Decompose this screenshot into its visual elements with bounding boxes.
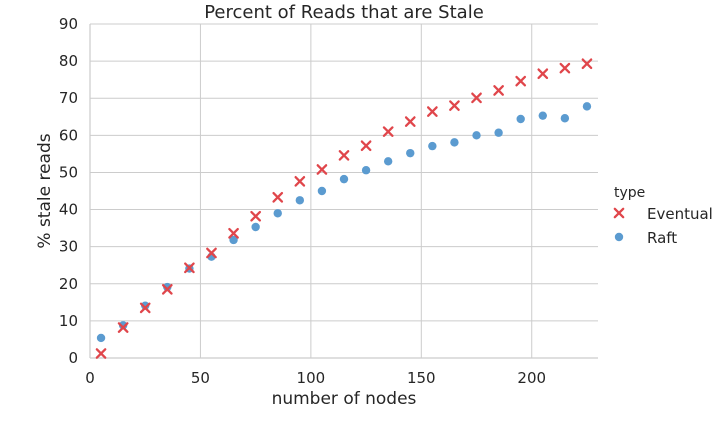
y-tick-label: 20: [59, 275, 78, 293]
data-point-eventual: [95, 348, 107, 359]
data-point-eventual: [404, 116, 416, 127]
data-point-eventual: [139, 302, 151, 314]
legend-label: Raft: [647, 229, 677, 247]
y-tick-label: 90: [59, 15, 78, 33]
data-point-raft: [361, 166, 371, 175]
data-point-raft: [229, 235, 238, 245]
data-point-raft: [472, 131, 481, 140]
data-point-raft: [141, 301, 150, 310]
y-tick-label: 40: [59, 201, 78, 219]
legend-item-eventual: Eventual: [613, 205, 713, 223]
y-tick-label: 70: [59, 89, 78, 107]
legend: type Eventual Raft: [613, 185, 713, 247]
data-point-eventual: [272, 191, 284, 203]
x-tick-label: 50: [191, 369, 210, 387]
data-point-raft: [406, 148, 415, 158]
y-tick-label: 80: [59, 52, 78, 70]
data-point-eventual: [426, 106, 438, 117]
x-gridlines: [89, 24, 533, 358]
chart-title: Percent of Reads that are Stale: [204, 2, 484, 23]
x-tick-label: 0: [85, 369, 95, 387]
data-point-raft: [560, 114, 570, 123]
series-eventual: [95, 58, 593, 359]
legend-marker-eventual: [613, 207, 625, 219]
y-axis-label: % stale reads: [35, 133, 55, 248]
data-point-eventual: [471, 92, 482, 104]
data-point-raft: [273, 209, 282, 218]
data-point-raft: [295, 196, 305, 205]
x-axis-label: number of nodes: [272, 389, 417, 409]
data-point-raft: [450, 138, 459, 147]
x-tick-label: 150: [407, 369, 436, 387]
legend-item-raft: Raft: [614, 229, 677, 247]
y-tick-label: 60: [59, 126, 78, 144]
y-tick-label: 10: [59, 312, 78, 330]
data-point-eventual: [161, 283, 173, 295]
y-tick-label: 50: [59, 163, 78, 181]
data-point-eventual: [294, 176, 306, 187]
data-point-raft: [163, 282, 172, 292]
x-tick-label: 200: [517, 369, 546, 387]
data-point-eventual: [117, 322, 129, 333]
x-tick-labels: 0 50 100 150 200: [85, 369, 546, 387]
data-point-eventual: [316, 164, 328, 175]
data-point-eventual: [360, 140, 372, 152]
x-tick-label: 100: [297, 369, 326, 387]
data-point-eventual: [206, 247, 217, 259]
data-point-eventual: [250, 210, 262, 222]
data-point-eventual: [382, 126, 394, 137]
data-point-raft: [317, 186, 327, 196]
data-points: [95, 58, 593, 359]
data-point-raft: [383, 157, 393, 166]
legend-title: type: [614, 185, 645, 201]
data-point-raft: [339, 174, 349, 184]
data-point-eventual: [184, 262, 195, 274]
data-point-raft: [251, 222, 260, 232]
data-point-raft: [538, 111, 547, 120]
data-point-eventual: [228, 227, 239, 239]
y-tick-label: 30: [59, 238, 78, 256]
data-point-eventual: [581, 58, 593, 70]
y-gridlines: [90, 23, 598, 359]
data-point-eventual: [537, 68, 549, 80]
data-point-eventual: [493, 85, 504, 96]
data-point-raft: [118, 321, 128, 330]
y-tick-label: 0: [68, 349, 78, 367]
data-point-raft: [582, 102, 592, 111]
data-point-raft: [96, 333, 106, 343]
data-point-raft: [516, 114, 525, 124]
data-point-raft: [494, 128, 503, 137]
legend-marker-raft: [614, 232, 624, 242]
data-point-eventual: [338, 150, 350, 161]
series-raft: [96, 102, 592, 343]
data-point-raft: [428, 141, 437, 151]
data-point-eventual: [559, 62, 571, 74]
data-point-eventual: [449, 100, 460, 111]
legend-label: Eventual: [647, 205, 713, 223]
data-point-eventual: [515, 75, 527, 87]
y-tick-labels: 0 10 20 30 40 50 60 70 80 90: [59, 15, 78, 367]
